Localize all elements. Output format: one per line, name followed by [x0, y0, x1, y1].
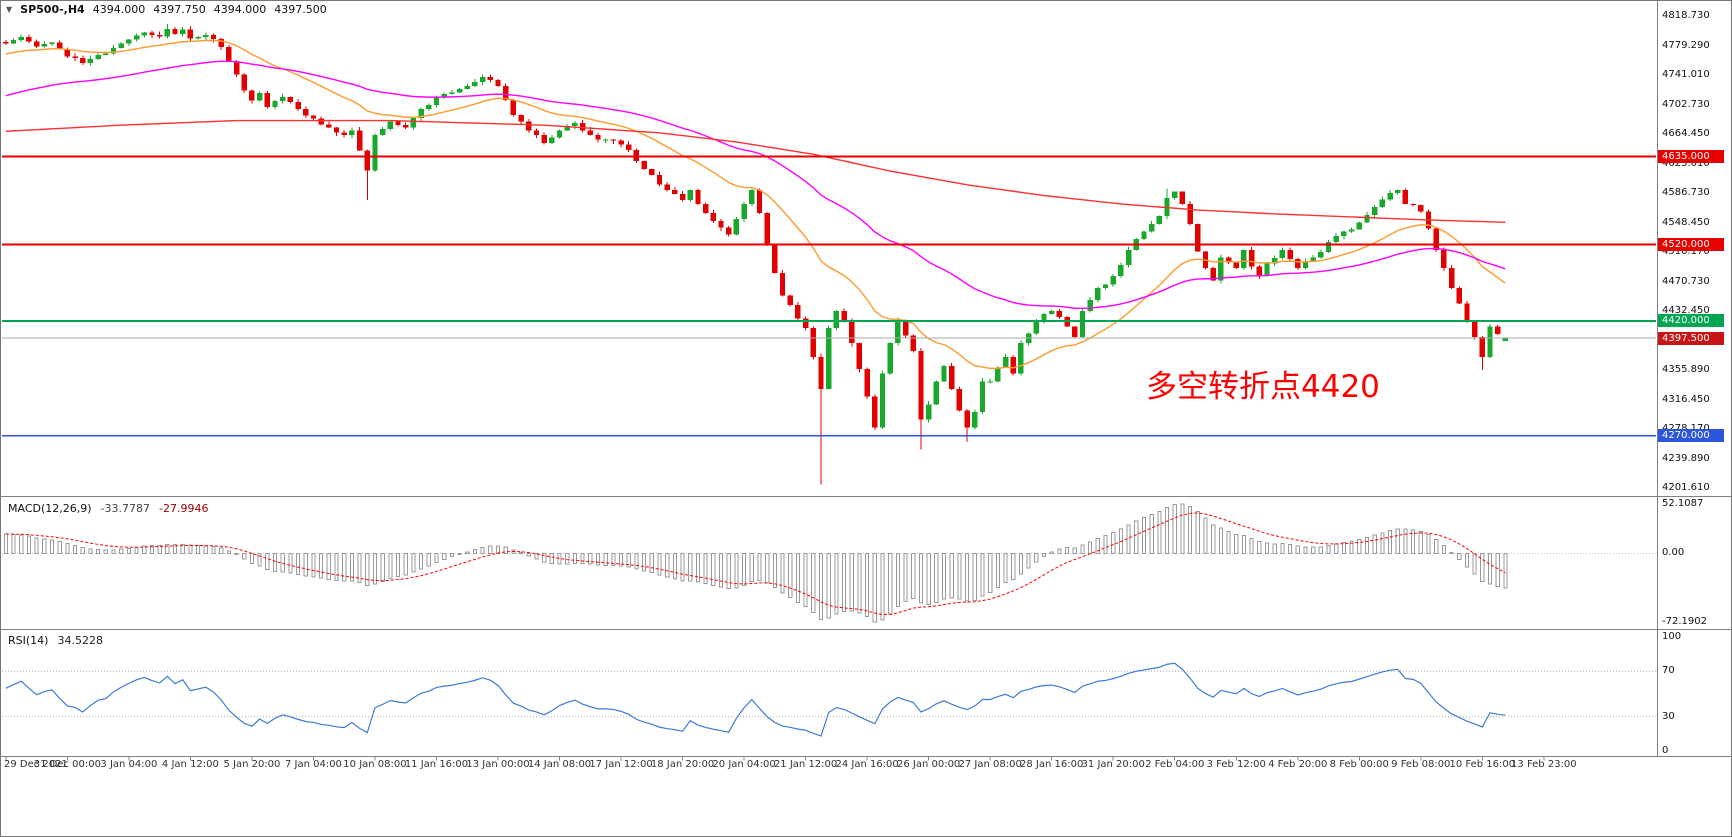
price-axis-label: 4741.010 — [1662, 69, 1710, 81]
time-axis-label: 20 Jan 04:00 — [712, 759, 776, 770]
time-axis-label: 5 Jan 20:00 — [223, 759, 281, 770]
time-axis-label: 21 Jan 12:00 — [773, 759, 838, 770]
price-tag-4635.000[interactable]: 4635.000 — [1658, 150, 1724, 164]
macd-signal-value: -27.9946 — [159, 502, 209, 515]
price-axis-label: 4201.610 — [1662, 482, 1710, 493]
current-price-tag: 4397.500 — [1658, 331, 1724, 345]
symbol-timeframe-title: SP500-,H4 — [20, 3, 85, 16]
price-axis-label: 4316.450 — [1662, 394, 1710, 406]
macd-axis-label: -72.1902 — [1662, 616, 1707, 627]
price-axis-label: 4625.010 — [1662, 158, 1710, 170]
time-axis-label: 26 Jan 00:00 — [896, 759, 961, 770]
ohlc-open: 4394.000 — [92, 3, 146, 16]
time-axis-label: 4 Jan 12:00 — [161, 759, 219, 770]
time-axis-label: 29 Dec 2021 — [4, 759, 68, 770]
rsi-axis-label: 0 — [1662, 745, 1669, 756]
symbol-dropdown-icon[interactable]: ▼ — [6, 5, 13, 14]
rsi-axis-label: 30 — [1662, 710, 1675, 722]
slow-ma-line — [5, 119, 1506, 224]
price-tag-4270.000[interactable]: 4270.000 — [1658, 429, 1724, 443]
medium-ema-line — [5, 60, 1506, 310]
macd-signal-line — [5, 512, 1506, 615]
time-axis-label: 3 Jan 04:00 — [100, 759, 158, 770]
ohlc-low: 4394.000 — [213, 3, 267, 16]
rsi-layer — [2, 662, 1656, 737]
time-axis-label: 17 Jan 12:00 — [589, 759, 653, 770]
time-axis-label: 31 Jan 20:00 — [1081, 759, 1145, 770]
price-tag-4420.000[interactable]: 4420.000 — [1658, 314, 1724, 328]
macd-histogram — [3, 503, 1508, 623]
price-axis-label: 4239.890 — [1662, 452, 1710, 464]
rsi-value: 34.5228 — [57, 634, 103, 647]
fast-ema-line — [5, 39, 1506, 370]
price-axis-label: 4510.170 — [1662, 246, 1710, 257]
time-axis-label: 31 Dec 00:00 — [33, 759, 101, 770]
macd-indicator-label: MACD(12,26,9) -33.7787 -27.9946 — [8, 502, 208, 515]
macd-main-value: -33.7787 — [100, 502, 151, 515]
time-axis-label: 8 Feb 00:00 — [1329, 759, 1389, 770]
price-axis-label: 4818.730 — [1662, 10, 1710, 21]
time-axis-label: 10 Feb 16:00 — [1449, 759, 1516, 770]
price-lines-layer — [2, 155, 1656, 437]
symbol-info-bar: ▼ SP500-,H4 4394.000 4397.750 4394.000 4… — [6, 3, 327, 16]
macd-layer — [2, 503, 1656, 623]
time-axis-label: 4 Feb 20:00 — [1268, 759, 1328, 770]
rsi-indicator-label: RSI(14) 34.5228 — [8, 634, 103, 647]
time-axis-label: 13 Jan 00:00 — [466, 759, 530, 770]
time-axis-label: 13 Feb 23:00 — [1511, 759, 1577, 770]
price-axis-label: 4355.890 — [1662, 364, 1710, 375]
ohlc-high: 4397.750 — [153, 3, 206, 16]
price-tag-4520.000[interactable]: 4520.000 — [1658, 237, 1724, 251]
macd-axis-label: 0.00 — [1662, 547, 1685, 559]
price-axis-label: 4548.450 — [1662, 216, 1710, 228]
rsi-axis-label: 100 — [1662, 631, 1682, 642]
rsi-line — [5, 662, 1506, 737]
time-axis-label: 7 Jan 04:00 — [284, 759, 342, 770]
annotation-text[interactable]: 多空转折点4420 — [1146, 369, 1380, 405]
time-axis-label: 3 Feb 12:00 — [1206, 759, 1266, 770]
macd-name: MACD(12,26,9) — [8, 502, 92, 515]
price-axis-label: 4470.730 — [1662, 276, 1710, 288]
time-axis-label: 2 Feb 04:00 — [1145, 759, 1205, 770]
time-axis-label: 9 Feb 08:00 — [1391, 759, 1451, 770]
macd-axis-label: 52.1087 — [1662, 498, 1704, 509]
time-axis-label: 27 Jan 08:00 — [958, 759, 1022, 770]
price-axis-label: 4278.170 — [1662, 423, 1710, 435]
price-axis-label: 4664.450 — [1662, 128, 1710, 139]
price-axis-label: 4432.450 — [1662, 305, 1710, 317]
price-axis-label: 4586.730 — [1662, 187, 1710, 199]
price-axis-label: 4702.730 — [1662, 98, 1710, 110]
time-axis-label: 14 Jan 08:00 — [527, 759, 592, 770]
time-axis-label: 10 Jan 08:00 — [343, 759, 407, 770]
price-axis-label: 4779.290 — [1662, 40, 1710, 52]
main-plot-layer — [3, 24, 1509, 485]
time-axis-label: 24 Jan 16:00 — [835, 759, 899, 770]
ohlc-close: 4397.500 — [274, 3, 327, 16]
rsi-name: RSI(14) — [8, 634, 49, 647]
time-axis-label: 28 Jan 16:00 — [1020, 759, 1084, 770]
time-axis-label: 11 Jan 16:00 — [404, 759, 469, 770]
time-axis-label: 18 Jan 20:00 — [650, 759, 715, 770]
rsi-axis-label: 70 — [1662, 665, 1675, 677]
